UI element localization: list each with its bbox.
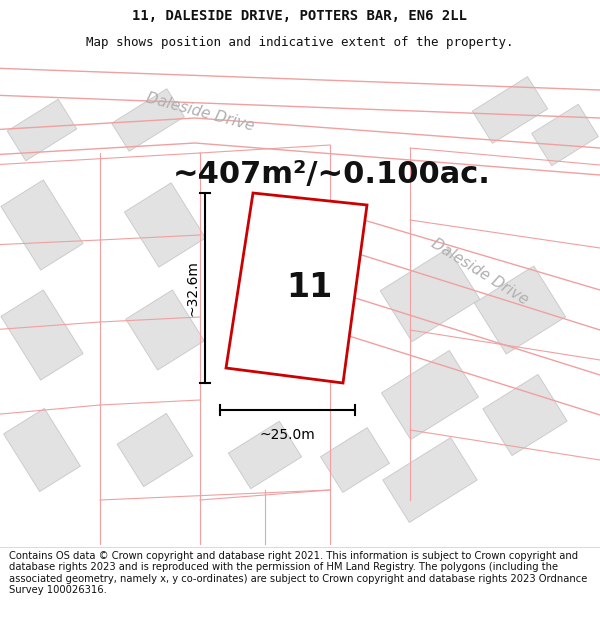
Polygon shape [117,413,193,487]
Polygon shape [4,409,80,491]
Text: ~25.0m: ~25.0m [260,428,316,442]
Polygon shape [112,89,184,151]
Polygon shape [1,180,83,270]
Polygon shape [229,421,302,489]
Polygon shape [475,266,566,354]
Text: ~32.6m: ~32.6m [186,260,200,316]
Text: 11, DALESIDE DRIVE, POTTERS BAR, EN6 2LL: 11, DALESIDE DRIVE, POTTERS BAR, EN6 2LL [133,9,467,24]
Text: Daleside Drive: Daleside Drive [144,91,256,134]
Polygon shape [383,438,477,522]
Polygon shape [472,77,548,143]
Polygon shape [124,183,206,267]
Polygon shape [226,193,367,383]
Polygon shape [126,290,204,370]
Text: ~407m²/~0.100ac.: ~407m²/~0.100ac. [173,161,491,189]
Text: Map shows position and indicative extent of the property.: Map shows position and indicative extent… [86,36,514,49]
Text: Contains OS data © Crown copyright and database right 2021. This information is : Contains OS data © Crown copyright and d… [9,551,587,596]
Polygon shape [532,104,598,166]
Polygon shape [483,374,567,456]
Polygon shape [1,290,83,380]
Text: 11: 11 [286,271,332,304]
Polygon shape [380,248,480,342]
Polygon shape [7,99,77,161]
Polygon shape [382,351,478,439]
Polygon shape [320,428,389,493]
Text: Daleside Drive: Daleside Drive [429,236,531,308]
